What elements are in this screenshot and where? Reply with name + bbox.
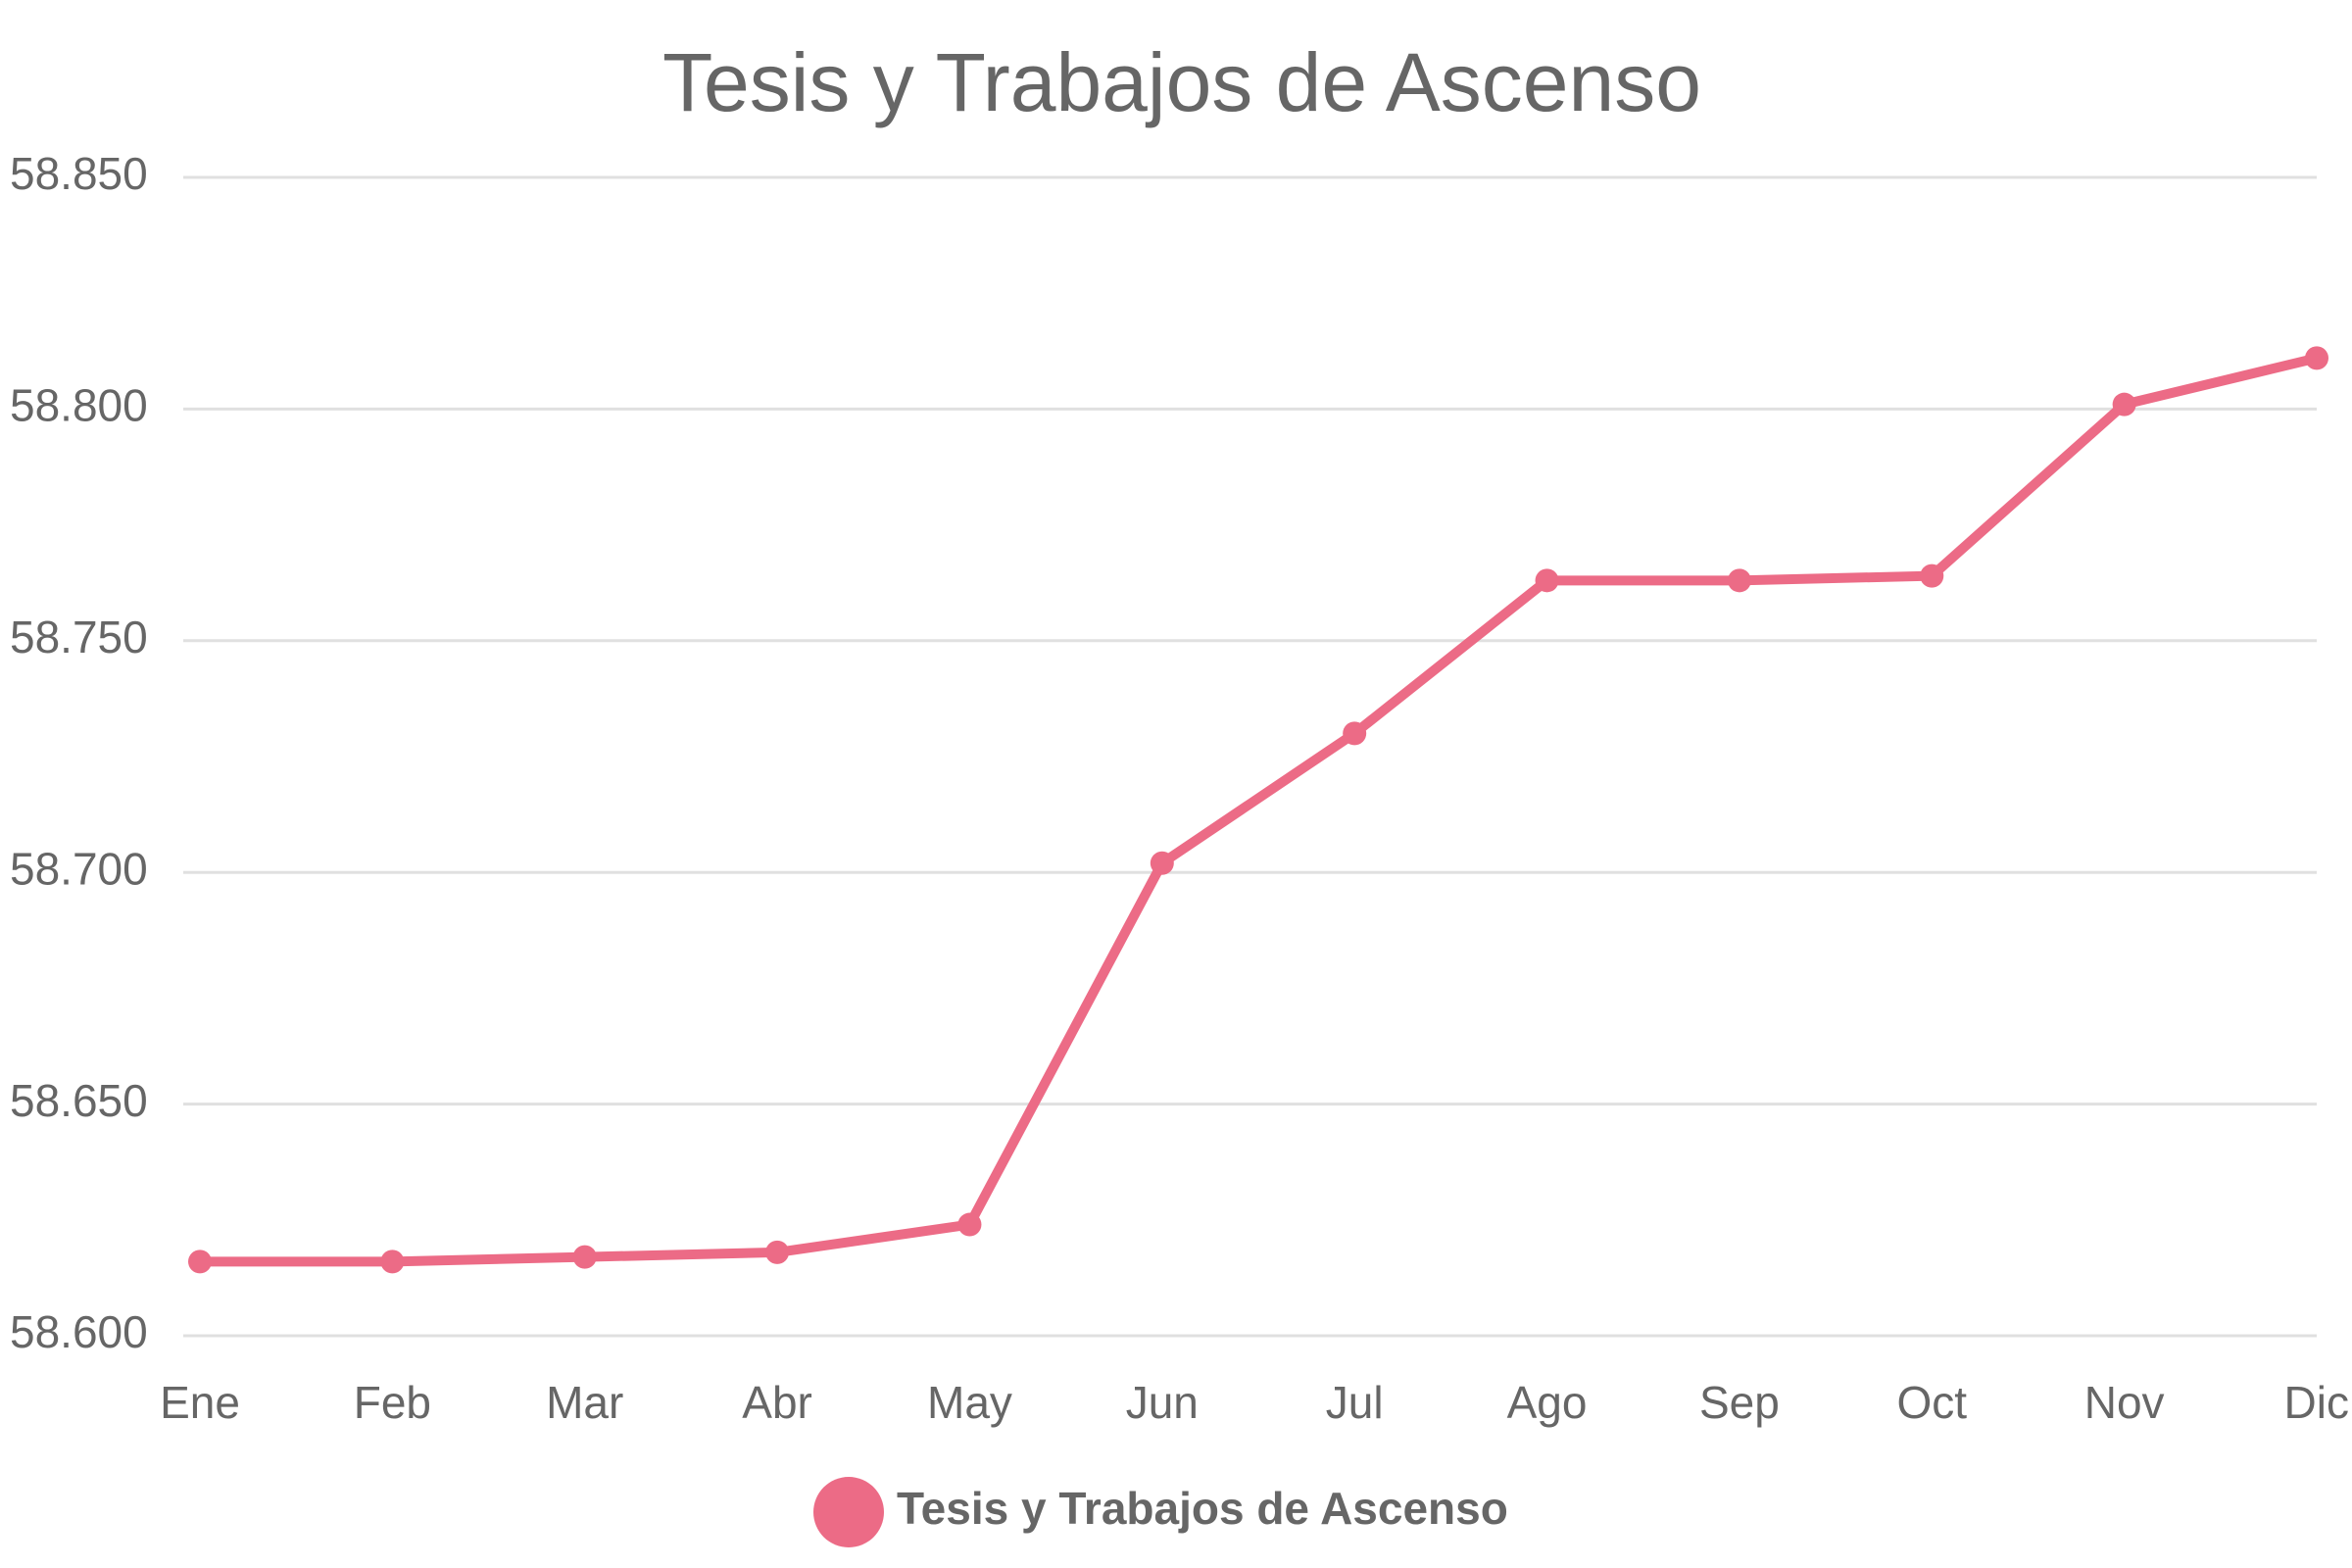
y-tick-label: 58.600 — [10, 1306, 148, 1357]
legend[interactable]: Tesis y Trabajos de Ascenso — [813, 1477, 1508, 1547]
data-points — [188, 346, 2328, 1274]
series-lines — [195, 353, 2322, 1267]
x-tick-label: Jul — [1326, 1377, 1384, 1428]
x-tick-label: Ago — [1507, 1377, 1588, 1428]
data-point — [188, 1250, 212, 1274]
y-tick-label: 58.650 — [10, 1075, 148, 1126]
data-point — [1727, 568, 1751, 593]
chart-title: Tesis y Trabajos de Ascenso — [662, 36, 1701, 128]
x-tick-label: Oct — [1896, 1377, 1967, 1428]
data-point — [1343, 721, 1367, 746]
y-gridlines — [183, 175, 2317, 1338]
data-point — [572, 1245, 597, 1269]
data-point — [2305, 346, 2328, 370]
x-tick-label: Sep — [1699, 1377, 1780, 1428]
y-tick-label: 58.850 — [10, 148, 148, 199]
legend-label: Tesis y Trabajos de Ascenso — [897, 1483, 1508, 1534]
y-tick-label: 58.800 — [10, 380, 148, 431]
series-line — [195, 353, 2322, 1267]
y-tick-label: 58.700 — [10, 843, 148, 894]
data-point — [1150, 851, 1174, 875]
x-tick-label: Mar — [546, 1377, 623, 1428]
x-tick-label: Jun — [1126, 1377, 1199, 1428]
data-point — [2112, 392, 2136, 416]
x-tick-label: Nov — [2084, 1377, 2165, 1428]
x-tick-label: Feb — [354, 1377, 431, 1428]
data-point — [380, 1250, 405, 1274]
data-point — [1920, 564, 1944, 588]
x-tick-label: Ene — [160, 1377, 240, 1428]
y-tick-label: 58.750 — [10, 612, 148, 662]
data-point — [1535, 568, 1559, 593]
x-tick-label: May — [927, 1377, 1012, 1428]
data-point — [765, 1240, 790, 1264]
x-axis-tick-labels: Ene Feb Mar Abr May Jun Jul Ago Sep Oct Nov Dic — [160, 1377, 2349, 1428]
x-tick-label: Abr — [742, 1377, 812, 1428]
y-axis-tick-labels: 58.600 58.650 58.700 58.750 58.800 58.850 — [10, 148, 148, 1357]
legend-marker — [813, 1477, 884, 1547]
data-point — [957, 1212, 982, 1237]
x-tick-label: Dic — [2284, 1377, 2349, 1428]
